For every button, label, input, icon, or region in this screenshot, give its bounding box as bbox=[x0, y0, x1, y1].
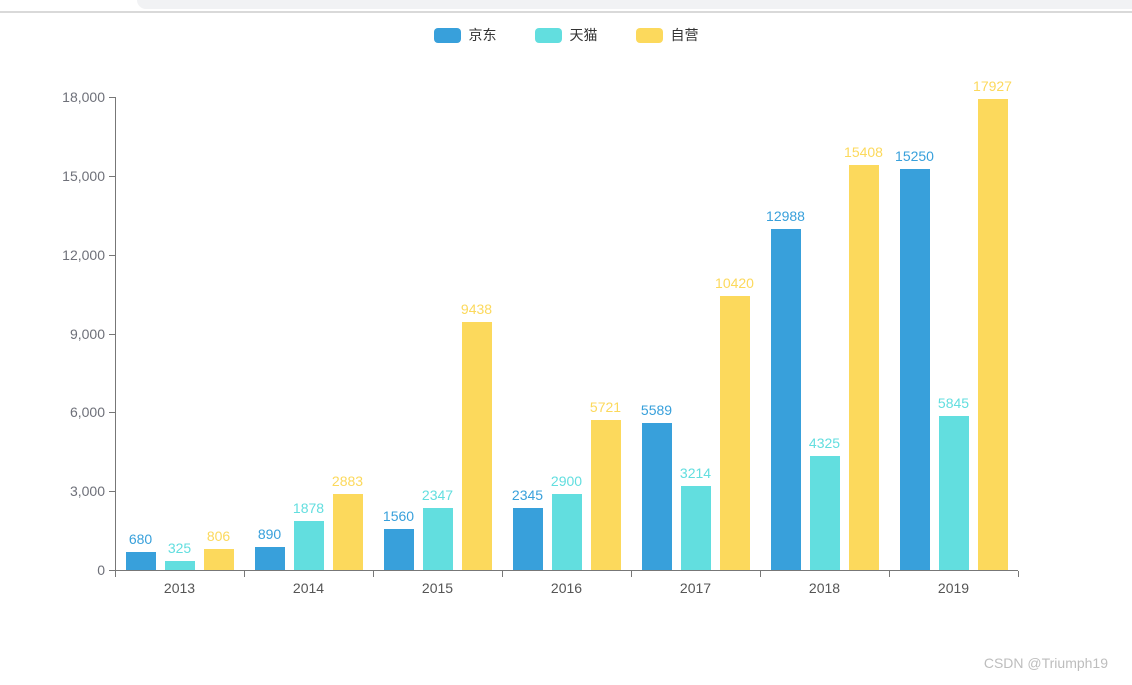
top-tab-strip bbox=[137, 0, 1132, 9]
y-axis-tick bbox=[109, 491, 115, 493]
chart-legend: 京东 天猫 自营 bbox=[0, 25, 1132, 45]
bar-value-label: 1560 bbox=[382, 508, 415, 524]
x-axis-label: 2014 bbox=[292, 580, 325, 596]
y-axis-label: 9,000 bbox=[69, 325, 105, 342]
x-axis-label: 2016 bbox=[550, 580, 583, 596]
x-axis-line bbox=[115, 570, 1018, 571]
bar-京东-2019[interactable] bbox=[899, 169, 930, 570]
x-axis-label: 2018 bbox=[808, 580, 841, 596]
bar-value-label: 12988 bbox=[766, 207, 805, 224]
bar-自营-2019[interactable] bbox=[977, 98, 1008, 570]
bar-value-label: 2883 bbox=[331, 473, 364, 490]
x-axis-tick bbox=[631, 571, 632, 577]
legend-label: 天猫 bbox=[569, 27, 598, 43]
y-axis-line bbox=[115, 97, 116, 570]
x-axis-tick bbox=[760, 571, 761, 577]
bar-京东-2015[interactable] bbox=[383, 529, 414, 570]
bar-value-label: 1878 bbox=[292, 499, 325, 516]
y-axis-label: 3,000 bbox=[69, 483, 105, 500]
bar-京东-2016[interactable] bbox=[512, 508, 543, 570]
bar-value-label: 3214 bbox=[679, 464, 712, 481]
bar-value-label: 2900 bbox=[550, 472, 583, 489]
legend-label: 自营 bbox=[670, 27, 699, 43]
bar-value-label: 806 bbox=[206, 527, 231, 544]
x-axis-label: 2015 bbox=[421, 580, 454, 596]
bar-京东-2017[interactable] bbox=[641, 423, 672, 570]
x-axis-tick bbox=[244, 571, 245, 577]
x-axis-tick bbox=[373, 571, 374, 577]
bar-自营-2015[interactable] bbox=[461, 321, 492, 570]
x-axis-label: 2019 bbox=[937, 580, 970, 596]
y-axis-tick bbox=[109, 570, 115, 571]
bar-value-label: 17927 bbox=[973, 77, 1012, 94]
legend-marker-icon bbox=[433, 27, 461, 43]
bar-value-label: 15408 bbox=[844, 144, 883, 161]
y-axis-tick bbox=[109, 333, 115, 335]
y-axis-label: 6,000 bbox=[69, 404, 105, 421]
bar-自营-2013[interactable] bbox=[203, 548, 234, 570]
bar-value-label: 2345 bbox=[511, 487, 544, 504]
bar-京东-2013[interactable] bbox=[125, 552, 156, 570]
bar-value-label: 4325 bbox=[808, 435, 841, 452]
bar-自营-2017[interactable] bbox=[719, 296, 750, 570]
y-axis-label: 15,000 bbox=[62, 167, 105, 184]
bar-京东-2018[interactable] bbox=[770, 228, 801, 570]
y-axis-label: 12,000 bbox=[62, 246, 105, 263]
x-axis-tick bbox=[889, 571, 890, 577]
bar-天猫-2016[interactable] bbox=[551, 493, 582, 570]
bar-自营-2018[interactable] bbox=[848, 165, 879, 570]
bar-value-label: 10420 bbox=[715, 275, 754, 292]
watermark: CSDN @Triumph19 bbox=[983, 655, 1108, 671]
top-divider bbox=[0, 11, 1132, 13]
y-axis-label: 0 bbox=[97, 562, 105, 578]
legend-label: 京东 bbox=[468, 27, 497, 43]
bar-value-label: 5845 bbox=[937, 395, 970, 412]
legend-marker-icon bbox=[635, 27, 663, 43]
y-axis-label: 18,000 bbox=[62, 89, 105, 105]
bar-天猫-2017[interactable] bbox=[680, 485, 711, 570]
bar-value-label: 2347 bbox=[421, 487, 454, 504]
x-axis-tick bbox=[502, 571, 503, 577]
bar-value-label: 15250 bbox=[895, 148, 934, 165]
bar-天猫-2019[interactable] bbox=[938, 416, 969, 570]
bar-value-label: 890 bbox=[257, 525, 282, 542]
y-axis-tick bbox=[109, 412, 115, 414]
bar-天猫-2015[interactable] bbox=[422, 508, 453, 570]
legend-item-京东[interactable]: 京东 bbox=[433, 25, 497, 45]
y-axis-tick bbox=[109, 97, 115, 98]
bar-自营-2016[interactable] bbox=[590, 419, 621, 570]
bar-value-label: 5589 bbox=[640, 402, 673, 419]
bar-value-label: 680 bbox=[128, 531, 153, 548]
legend-marker-icon bbox=[534, 27, 562, 43]
x-axis-tick bbox=[1018, 571, 1019, 577]
y-axis-tick bbox=[109, 175, 115, 177]
bar-value-label: 9438 bbox=[460, 300, 493, 317]
bar-value-label: 325 bbox=[167, 540, 192, 557]
bar-value-label: 5721 bbox=[589, 398, 622, 415]
bar-天猫-2018[interactable] bbox=[809, 456, 840, 570]
bar-天猫-2013[interactable] bbox=[164, 561, 195, 570]
legend-item-自营[interactable]: 自营 bbox=[635, 25, 699, 45]
bar-京东-2014[interactable] bbox=[254, 546, 285, 570]
x-axis-tick bbox=[115, 571, 116, 577]
legend-item-天猫[interactable]: 天猫 bbox=[534, 25, 598, 45]
x-axis-label: 2013 bbox=[163, 580, 196, 596]
x-axis-label: 2017 bbox=[679, 580, 712, 596]
bar-自营-2014[interactable] bbox=[332, 494, 363, 570]
bar-天猫-2014[interactable] bbox=[293, 520, 324, 570]
y-axis-tick bbox=[109, 254, 115, 256]
